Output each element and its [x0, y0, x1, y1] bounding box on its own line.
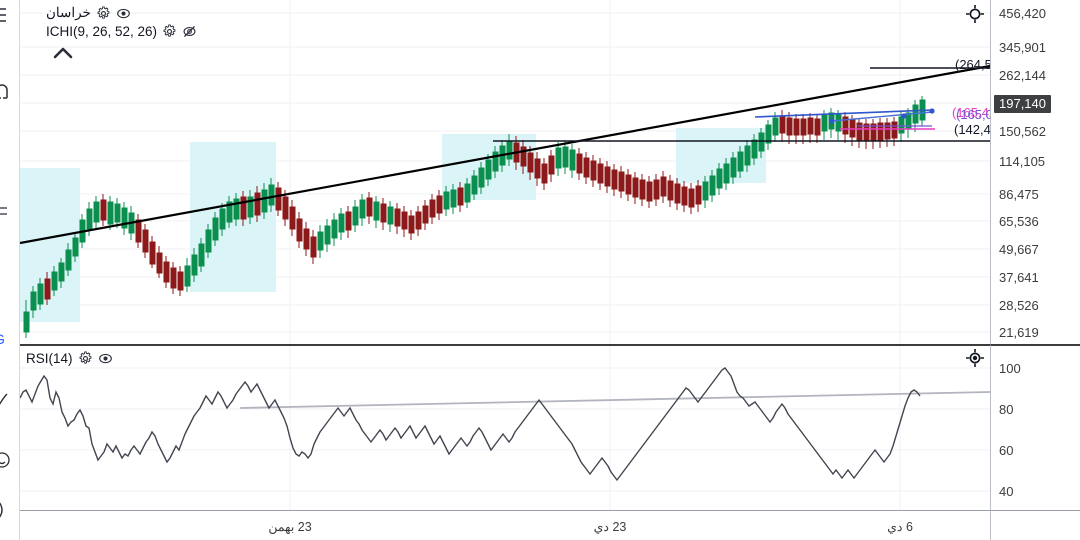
trendline-anchor-3 [929, 108, 935, 114]
time-scale-label: 23 بهمن [268, 520, 312, 534]
scale-corner [990, 510, 1080, 540]
indicator-name: ICHI(9, 26, 52, 26) [46, 24, 158, 39]
rsi-chart-canvas [20, 346, 990, 510]
rsi-grid-horizontal [20, 367, 990, 492]
rsi-legend[interactable]: RSI(14) [26, 351, 113, 366]
rising-trendline [20, 64, 990, 245]
ruler-icon[interactable] [0, 204, 16, 224]
rsi-scale-label: 40 [999, 484, 1014, 499]
price-scale-label: 49,667 [999, 242, 1039, 257]
symbol-name: خراسان [46, 5, 91, 20]
trendline-anchor-2 [901, 113, 907, 119]
current-price-label: 197,140 [994, 95, 1051, 113]
blue-trendline [754, 109, 933, 118]
eye-icon[interactable] [116, 6, 131, 21]
measure-icon[interactable] [0, 6, 16, 26]
text-tool-icon[interactable]: G [0, 330, 16, 350]
price-scale-label: 65,536 [999, 214, 1039, 229]
ichimoku-price-tag: (165,428) [952, 105, 990, 120]
trendline-price-tag: (264,548) [955, 57, 990, 72]
price-scale-label: 456,420 [999, 6, 1046, 21]
price-scale-label: 28,526 [999, 298, 1039, 313]
brush-icon[interactable] [0, 392, 16, 412]
price-chart-pane[interactable]: خراسان ICHI(9, 26, 52, 26) (264,548) (16… [20, 0, 990, 344]
rsi-scale-label: 60 [999, 443, 1014, 458]
time-scale[interactable]: 23 بهمن 23 دي 6 دي [20, 510, 990, 540]
symbol-legend[interactable]: خراسان [46, 5, 131, 21]
collapse-pane-button[interactable] [50, 44, 76, 62]
time-scale-label: 23 دي [593, 520, 627, 534]
magnet-icon[interactable] [0, 82, 16, 102]
chart-overlays [20, 64, 990, 245]
rsi-scale-label: 100 [999, 361, 1021, 376]
rsi-chart-pane[interactable]: RSI(14) [20, 344, 990, 510]
rsi-line [20, 367, 921, 482]
rsi-scale[interactable]: 100 80 60 40 [990, 344, 1080, 510]
gear-icon[interactable] [96, 5, 111, 21]
trendline-blue-price-tag: (165,088) [956, 107, 990, 122]
gear-icon[interactable] [78, 351, 93, 366]
indicator-legend-ichimoku[interactable]: ICHI(9, 26, 52, 26) [46, 24, 197, 39]
support-price-tag: (142,492) [954, 122, 990, 137]
time-scale-label: 6 دي [887, 520, 913, 534]
price-scale-label: 21,619 [999, 325, 1039, 340]
price-scale-label: 37,641 [999, 270, 1039, 285]
price-scale[interactable]: 456,420 345,901 262,144 197,140 150,562 … [990, 0, 1080, 344]
crosshair-icon[interactable] [965, 4, 985, 24]
bracket-icon[interactable] [0, 500, 16, 520]
blue-trendline-2 [831, 111, 933, 122]
price-scale-label: 114,105 [999, 154, 1046, 169]
left-drawing-toolbar[interactable]: G [0, 0, 20, 540]
emoji-icon[interactable] [0, 450, 16, 470]
price-scale-label: 86,475 [999, 187, 1039, 202]
price-chart-canvas [20, 0, 990, 344]
rsi-scale-label: 80 [999, 402, 1014, 417]
gear-icon[interactable] [162, 24, 177, 39]
eye-off-icon[interactable] [182, 24, 197, 39]
rsi-grid-vertical [289, 346, 901, 510]
price-scale-label: 262,144 [999, 68, 1046, 83]
crosshair-filled-icon[interactable] [965, 348, 985, 368]
eye-icon[interactable] [98, 351, 113, 366]
rsi-trendline [239, 391, 990, 409]
price-scale-label: 150,562 [999, 124, 1046, 139]
rsi-indicator-name: RSI(14) [26, 351, 73, 366]
svg-text:G: G [0, 331, 5, 347]
trendline-anchor-1 [829, 118, 835, 124]
price-scale-label: 345,901 [999, 40, 1046, 55]
